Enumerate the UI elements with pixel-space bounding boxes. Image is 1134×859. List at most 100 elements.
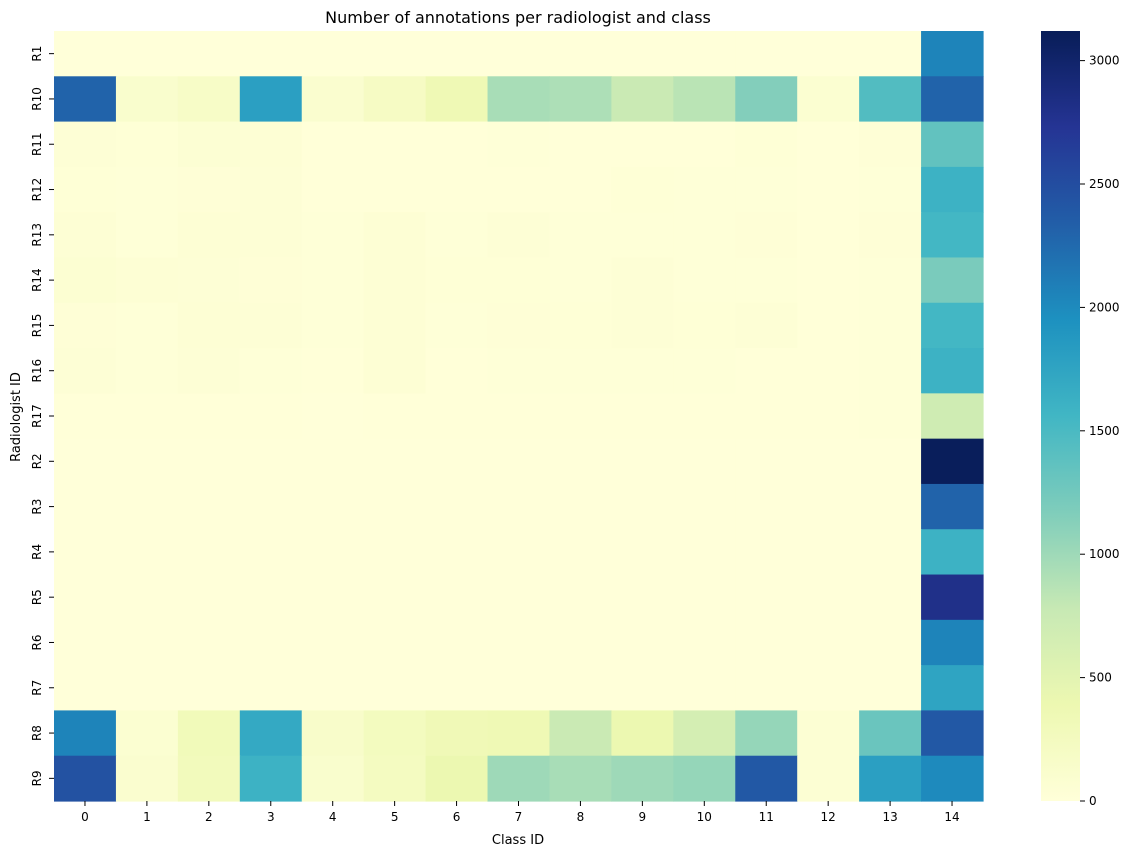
heatmap-cell-R13-class-10 bbox=[673, 212, 736, 259]
heatmap-cell-R6-class-12 bbox=[797, 619, 860, 666]
heatmap-cell-R14-class-6 bbox=[425, 257, 489, 304]
heatmap-cell-R10-class-13 bbox=[859, 76, 922, 123]
heatmap-cell-R14-class-3 bbox=[239, 257, 303, 304]
heatmap-cell-R5-class-4 bbox=[301, 574, 365, 621]
heatmap-cell-R16-class-11 bbox=[735, 348, 798, 394]
heatmap-cell-R10-class-7 bbox=[487, 76, 551, 123]
heatmap-cell-R15-class-13 bbox=[859, 302, 922, 349]
heatmap-cell-R5-class-11 bbox=[735, 574, 798, 621]
heatmap-cell-R12-class-13 bbox=[859, 166, 922, 213]
heatmap-cell-R6-class-9 bbox=[611, 619, 674, 666]
heatmap-cell-R16-class-3 bbox=[239, 348, 303, 394]
heatmap-cell-R7-class-0 bbox=[54, 665, 117, 712]
heatmap-cell-R12-class-9 bbox=[611, 166, 674, 213]
heatmap-cell-R13-class-11 bbox=[735, 212, 798, 259]
heatmap-cell-R11-class-3 bbox=[239, 121, 303, 168]
heatmap-cell-R8-class-2 bbox=[177, 710, 241, 757]
x-tick-label: 1 bbox=[143, 810, 151, 824]
heatmap-cell-R4-class-3 bbox=[239, 529, 303, 576]
heatmap-cell-R1-class-13 bbox=[859, 31, 922, 77]
heatmap-cell-R11-class-9 bbox=[611, 121, 674, 168]
heatmap-cell-R4-class-0 bbox=[54, 529, 117, 576]
heatmap-cell-R10-class-5 bbox=[363, 76, 427, 123]
heatmap-cell-R17-class-3 bbox=[239, 393, 303, 440]
heatmap-cell-R9-class-14 bbox=[921, 755, 984, 802]
heatmap-cell-R4-class-9 bbox=[611, 529, 674, 576]
heatmap-cell-R14-class-8 bbox=[549, 257, 612, 304]
heatmap-cell-R12-class-3 bbox=[239, 166, 303, 213]
heatmap-cell-R15-class-0 bbox=[54, 302, 117, 349]
heatmap-cell-R13-class-8 bbox=[549, 212, 612, 259]
heatmap-cell-R4-class-6 bbox=[425, 529, 489, 576]
heatmap-cell-R16-class-0 bbox=[54, 348, 117, 394]
heatmap-cell-R17-class-13 bbox=[859, 393, 922, 440]
heatmap-cell-R16-class-7 bbox=[487, 348, 551, 394]
x-tick-label: 4 bbox=[329, 810, 337, 824]
y-tick-label: R14 bbox=[30, 268, 44, 292]
heatmap-cell-R8-class-0 bbox=[54, 710, 117, 757]
heatmap-cell-R2-class-8 bbox=[549, 438, 612, 485]
heatmap-cell-R10-class-4 bbox=[301, 76, 365, 123]
heatmap-cell-R12-class-7 bbox=[487, 166, 551, 213]
heatmap-cell-R12-class-1 bbox=[115, 166, 179, 213]
y-tick-label: R13 bbox=[30, 223, 44, 247]
heatmap-cell-R3-class-0 bbox=[54, 483, 117, 530]
heatmap-cell-R10-class-10 bbox=[673, 76, 736, 123]
colorbar-tick-label: 500 bbox=[1089, 671, 1112, 685]
heatmap-cell-R15-class-3 bbox=[239, 302, 303, 349]
heatmap-cell-R13-class-2 bbox=[177, 212, 241, 259]
heatmap-cell-R12-class-5 bbox=[363, 166, 427, 213]
heatmap-cell-R11-class-2 bbox=[177, 121, 241, 168]
heatmap-cell-R7-class-7 bbox=[487, 665, 551, 712]
heatmap-cell-R10-class-11 bbox=[735, 76, 798, 123]
heatmap-cell-R3-class-13 bbox=[859, 483, 922, 530]
heatmap-cell-R6-class-10 bbox=[673, 619, 736, 666]
heatmap-cell-R13-class-12 bbox=[797, 212, 860, 259]
heatmap-cell-R14-class-13 bbox=[859, 257, 922, 304]
heatmap-cell-R13-class-1 bbox=[115, 212, 179, 259]
chart-title: Number of annotations per radiologist an… bbox=[325, 8, 711, 27]
heatmap-cell-R3-class-9 bbox=[611, 483, 674, 530]
heatmap-cell-R13-class-4 bbox=[301, 212, 365, 259]
x-tick-label: 6 bbox=[453, 810, 461, 824]
heatmap-cell-R9-class-7 bbox=[487, 755, 551, 802]
heatmap-cell-R4-class-2 bbox=[177, 529, 241, 576]
heatmap-cell-R10-class-14 bbox=[921, 76, 984, 123]
heatmap-cell-R17-class-8 bbox=[549, 393, 612, 440]
colorbar-tick-label: 1000 bbox=[1089, 547, 1120, 561]
heatmap-cell-R1-class-7 bbox=[487, 31, 551, 77]
heatmap-cell-R15-class-5 bbox=[363, 302, 427, 349]
heatmap-cell-R13-class-9 bbox=[611, 212, 674, 259]
heatmap-cell-R6-class-14 bbox=[921, 619, 984, 666]
x-tick-label: 8 bbox=[577, 810, 585, 824]
heatmap-cell-R6-class-0 bbox=[54, 619, 117, 666]
heatmap-cell-R1-class-9 bbox=[611, 31, 674, 77]
x-tick-label: 13 bbox=[882, 810, 897, 824]
heatmap-cell-R3-class-2 bbox=[177, 483, 241, 530]
heatmap-cell-R12-class-10 bbox=[673, 166, 736, 213]
heatmap-cell-R8-class-10 bbox=[673, 710, 736, 757]
heatmap-cell-R2-class-6 bbox=[425, 438, 489, 485]
heatmap-cell-R16-class-10 bbox=[673, 348, 736, 394]
heatmap-cell-R8-class-4 bbox=[301, 710, 365, 757]
heatmap-cell-R5-class-3 bbox=[239, 574, 303, 621]
heatmap-cell-R2-class-10 bbox=[673, 438, 736, 485]
heatmap-cell-R14-class-5 bbox=[363, 257, 427, 304]
heatmap-cell-R12-class-6 bbox=[425, 166, 489, 213]
x-tick-label: 10 bbox=[697, 810, 712, 824]
heatmap-cell-R6-class-13 bbox=[859, 619, 922, 666]
heatmap-cell-R11-class-10 bbox=[673, 121, 736, 168]
heatmap-cell-R9-class-11 bbox=[735, 755, 798, 802]
heatmap-cell-R8-class-5 bbox=[363, 710, 427, 757]
heatmap-cell-R7-class-11 bbox=[735, 665, 798, 712]
heatmap-cell-R11-class-13 bbox=[859, 121, 922, 168]
heatmap-cell-R10-class-1 bbox=[115, 76, 179, 123]
heatmap-cell-R11-class-0 bbox=[54, 121, 117, 168]
heatmap-cell-R4-class-11 bbox=[735, 529, 798, 576]
x-tick-label: 3 bbox=[267, 810, 275, 824]
colorbar-tick-label: 2500 bbox=[1089, 177, 1120, 191]
heatmap-cell-R4-class-10 bbox=[673, 529, 736, 576]
heatmap-cell-R7-class-10 bbox=[673, 665, 736, 712]
